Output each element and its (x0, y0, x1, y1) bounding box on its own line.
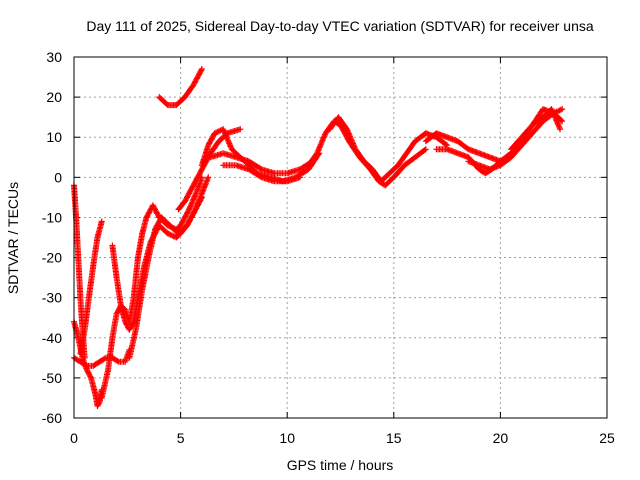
y-tick-label: 0 (54, 169, 62, 185)
data-points (175, 126, 244, 213)
data-points (156, 66, 205, 109)
y-tick-label: -30 (42, 290, 62, 306)
y-tick-label: 30 (46, 49, 62, 65)
chart-title: Day 111 of 2025, Sidereal Day-to-day VTE… (86, 18, 594, 34)
x-axis-label: GPS time / hours (287, 457, 394, 473)
series-track-11 (207, 150, 316, 177)
x-tick-labels: 0 5 10 15 20 25 (70, 430, 615, 446)
plot-frame (73, 56, 608, 419)
series-track-18 (508, 106, 564, 153)
series-track-7 (126, 174, 212, 361)
y-tick-label: -20 (42, 250, 62, 266)
y-tick-labels: -60 -50 -40 -30 -20 -10 0 10 20 30 (42, 49, 62, 426)
x-tick-label: 25 (599, 430, 615, 446)
x-tick-label: 15 (386, 430, 402, 446)
data-points (126, 174, 212, 361)
data-points (77, 218, 105, 357)
x-tick-label: 20 (493, 430, 509, 446)
y-tick-label: -40 (42, 330, 62, 346)
data-points (422, 130, 504, 165)
x-tick-label: 10 (279, 430, 295, 446)
y-tick-label: -50 (42, 370, 62, 386)
data-points (326, 114, 451, 185)
series-track-14 (326, 114, 451, 185)
y-tick-label: -60 (42, 410, 62, 426)
y-axis-label: SDTVAR / TECUs (5, 182, 21, 294)
x-tick-label: 0 (70, 430, 78, 446)
x-tick-label: 5 (177, 430, 185, 446)
series-track-12 (220, 162, 303, 185)
y-tick-label: 20 (46, 89, 62, 105)
series-track-3 (77, 218, 105, 357)
data-points (207, 150, 316, 177)
y-tick-label: -10 (42, 209, 62, 225)
data-points (220, 162, 303, 185)
series-track-9 (175, 126, 244, 213)
series-track-8 (156, 66, 205, 109)
y-tick-label: 10 (46, 129, 62, 145)
grid (74, 57, 607, 418)
data-points (508, 106, 564, 153)
series-track-15 (422, 130, 504, 165)
